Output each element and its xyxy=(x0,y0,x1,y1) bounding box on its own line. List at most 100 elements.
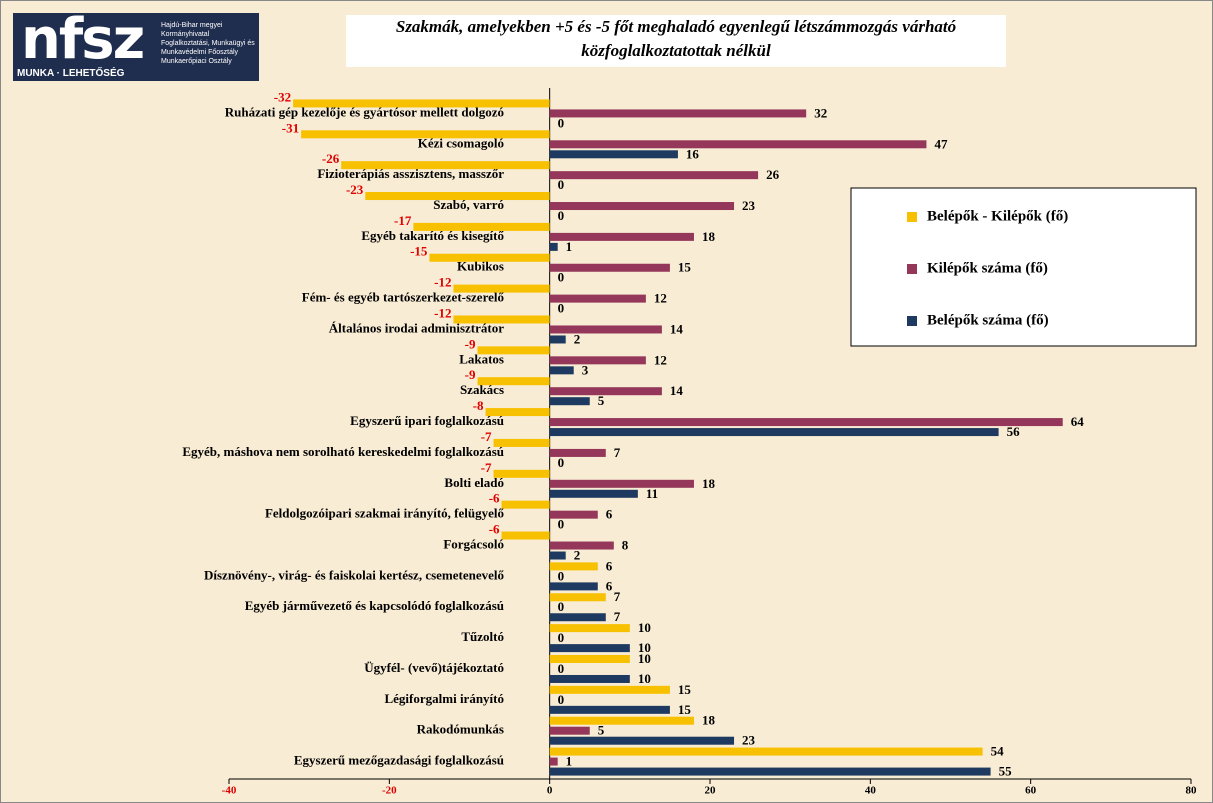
bar xyxy=(293,99,550,108)
data-label: 15 xyxy=(678,702,692,717)
data-label: 0 xyxy=(558,630,565,645)
bar xyxy=(549,541,614,550)
bar xyxy=(549,242,558,251)
bar xyxy=(365,192,550,201)
x-tick-label: 40 xyxy=(865,785,877,797)
bar xyxy=(485,408,550,417)
logo-line: Munkavédelmi Főosztály xyxy=(161,49,239,56)
bar xyxy=(549,644,630,653)
bar xyxy=(549,582,598,591)
data-label: 10 xyxy=(638,671,651,686)
bar xyxy=(549,366,574,375)
y-tick-label: Általános irodai adminisztrátor xyxy=(329,320,504,335)
bar xyxy=(549,593,606,602)
data-label: 3 xyxy=(582,362,589,377)
data-label: 6 xyxy=(606,578,613,593)
y-tick-label: Kézi csomagoló xyxy=(418,135,504,150)
y-tick-label: Légiforgalmi irányító xyxy=(384,691,504,706)
x-tick-label: 60 xyxy=(1025,785,1037,797)
bar xyxy=(501,531,550,540)
bar xyxy=(549,325,662,334)
legend-swatch xyxy=(907,264,917,274)
y-tick-label: Bolti eladó xyxy=(444,475,504,490)
data-label: 0 xyxy=(558,208,565,223)
bar xyxy=(493,469,550,478)
data-label: 0 xyxy=(558,455,565,470)
y-tick-label: Dísznövény-, virág- és faiskolai kertész… xyxy=(204,567,505,582)
y-tick-label: Kubikos xyxy=(457,259,504,274)
bar xyxy=(549,387,662,396)
data-label: 10 xyxy=(638,620,651,635)
bar xyxy=(549,705,670,714)
bar xyxy=(477,377,550,386)
y-tick-label: Feldolgozóipari szakmai irányító, felügy… xyxy=(265,506,505,521)
data-label: 23 xyxy=(742,733,756,748)
bar xyxy=(549,613,606,622)
bar xyxy=(549,767,991,776)
data-label: 12 xyxy=(654,352,667,367)
data-label: 0 xyxy=(558,517,565,532)
legend-swatch xyxy=(907,212,917,222)
data-label: 11 xyxy=(646,486,658,501)
bar xyxy=(549,551,566,560)
data-label: 7 xyxy=(614,589,621,604)
legend-label: Kilépők száma (fő) xyxy=(927,260,1048,276)
bar xyxy=(493,438,550,447)
bar xyxy=(549,562,598,571)
data-label: 64 xyxy=(1071,414,1085,429)
data-label: 10 xyxy=(638,640,651,655)
data-label: 56 xyxy=(1007,424,1021,439)
y-tick-label: Rakodómunkás xyxy=(417,722,504,737)
data-label: 15 xyxy=(678,682,692,697)
bar xyxy=(549,685,670,694)
data-label: 18 xyxy=(702,713,716,728)
data-label: -7 xyxy=(481,429,492,444)
logo: nfsz Hajdú-Bihar megyei Kormányhivatal F… xyxy=(13,7,259,81)
data-label: 0 xyxy=(558,270,565,285)
y-tick-label: Ruházati gép kezelője és gyártósor melle… xyxy=(225,104,504,119)
data-label: -8 xyxy=(473,398,484,413)
data-label: 0 xyxy=(558,568,565,583)
data-label: 32 xyxy=(814,105,827,120)
bar xyxy=(549,171,759,180)
bar xyxy=(549,736,735,745)
legend-label: Belépők száma (fő) xyxy=(927,312,1049,328)
data-label: 47 xyxy=(934,136,948,151)
y-tick-label: Egyéb járművezető és kapcsolódó foglalko… xyxy=(245,598,504,613)
data-label: -9 xyxy=(465,336,476,351)
x-tick-label: 20 xyxy=(705,785,717,797)
y-tick-label: Fizioterápiás asszisztens, masszőr xyxy=(317,166,504,181)
data-label: 15 xyxy=(678,260,692,275)
logo-line: Munkaerőpiaci Osztály xyxy=(161,58,232,65)
bar xyxy=(549,109,807,118)
data-label: 0 xyxy=(558,115,565,130)
data-label: 23 xyxy=(742,198,756,213)
bar xyxy=(549,356,646,365)
data-label: -6 xyxy=(489,491,500,506)
y-tick-label: Lakatos xyxy=(459,351,504,366)
data-label: -15 xyxy=(410,244,428,259)
bar xyxy=(549,294,646,303)
bar xyxy=(453,284,550,293)
bar xyxy=(549,624,630,633)
data-label: -7 xyxy=(481,460,492,475)
y-tick-label: Ügyfél- (vevő)tájékoztató xyxy=(364,660,504,675)
bar xyxy=(549,232,694,241)
logo-tagline: MUNKA · LEHETŐSÉG xyxy=(17,68,125,79)
data-label: 10 xyxy=(638,651,651,666)
data-label: 0 xyxy=(558,177,565,192)
data-label: 0 xyxy=(558,692,565,707)
bar xyxy=(549,418,1063,427)
data-label: -6 xyxy=(489,522,500,537)
bar xyxy=(549,428,999,437)
data-label: -31 xyxy=(282,120,299,135)
data-label: 5 xyxy=(598,393,605,408)
data-label: 18 xyxy=(702,229,716,244)
bar xyxy=(549,674,630,683)
legend-swatch xyxy=(907,316,917,326)
bar xyxy=(549,757,558,766)
data-label: -32 xyxy=(274,89,291,104)
data-label: 54 xyxy=(991,744,1005,759)
legend-label: Belépők - Kilépők (fő) xyxy=(927,208,1068,224)
data-label: -12 xyxy=(434,275,451,290)
